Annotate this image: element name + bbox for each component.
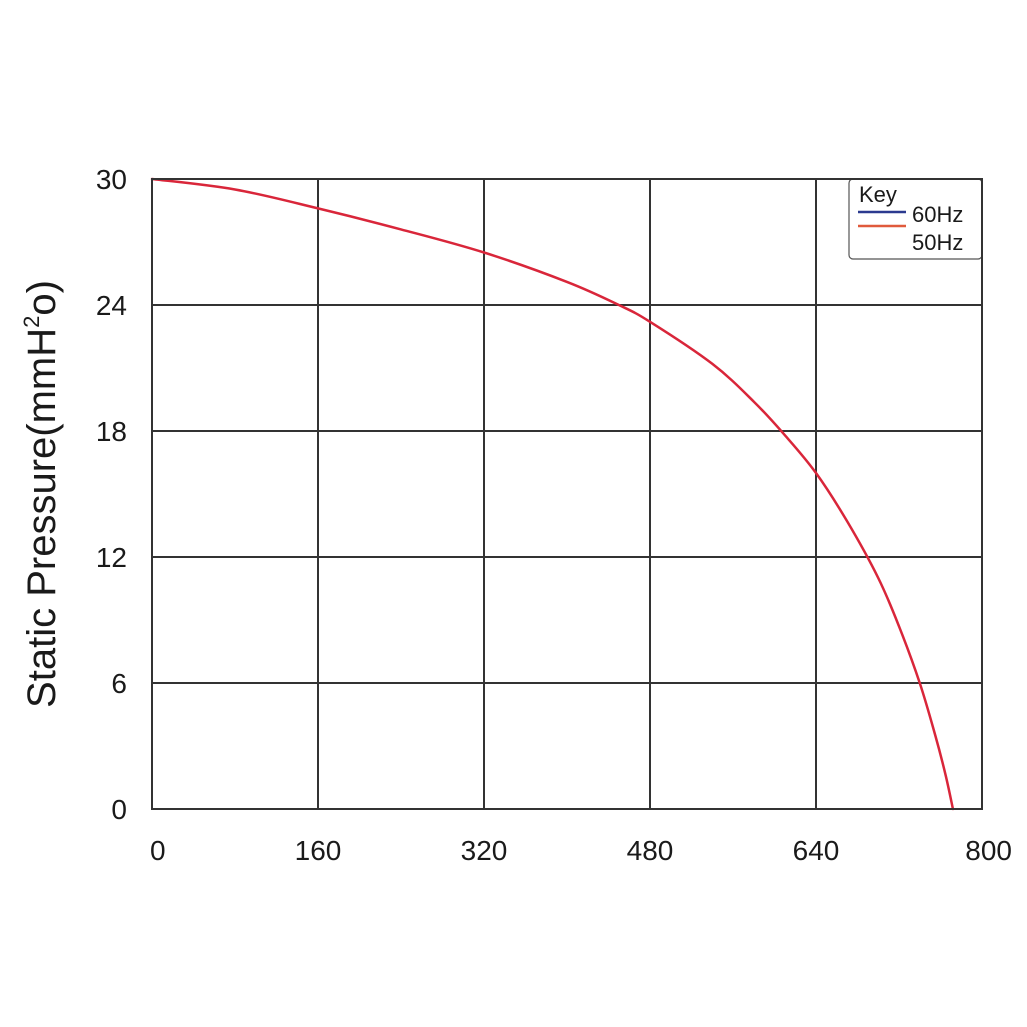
x-tick-label: 160 — [295, 835, 342, 866]
legend-title: Key — [859, 182, 897, 207]
y-axis-label-superscript: 2 — [19, 316, 44, 328]
series-line-0 — [150, 177, 955, 811]
legend-label-50hz: 50Hz — [912, 230, 963, 255]
y-axis-label-main: Static Pressure(mmH — [20, 328, 64, 708]
x-tick-label: 800 — [965, 835, 1012, 866]
y-axis-label-end: o) — [20, 280, 64, 316]
x-tick-label: 320 — [461, 835, 508, 866]
y-tick-label: 12 — [96, 542, 127, 573]
y-tick-labels: 0 6 12 18 24 30 — [96, 164, 127, 825]
x-tick-label: 0 — [150, 835, 166, 866]
y-tick-label: 6 — [111, 668, 127, 699]
y-tick-label: 24 — [96, 290, 127, 321]
legend-label-60hz: 60Hz — [912, 202, 963, 227]
y-tick-label: 30 — [96, 164, 127, 195]
y-axis-label: Static Pressure(mmH2o) — [19, 280, 64, 708]
x-tick-label: 640 — [793, 835, 840, 866]
y-tick-label: 0 — [111, 794, 127, 825]
series-layer — [150, 177, 955, 811]
x-tick-label: 480 — [627, 835, 674, 866]
y-tick-label: 18 — [96, 416, 127, 447]
plot-background — [152, 179, 982, 809]
plot-frame — [151, 178, 983, 810]
legend: Key 60Hz 50Hz — [848, 178, 983, 260]
x-tick-labels: 0 160 320 480 640 800 — [150, 835, 1012, 866]
